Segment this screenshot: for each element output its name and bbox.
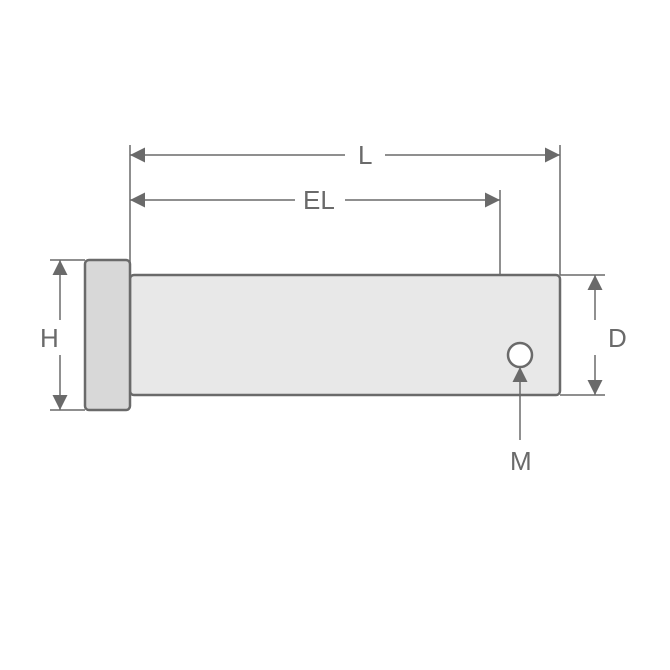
- label-EL: EL: [303, 185, 335, 215]
- pin-body: [130, 275, 560, 395]
- pin-hole: [508, 343, 532, 367]
- label-D: D: [608, 323, 627, 353]
- label-L: L: [358, 140, 372, 170]
- label-H: H: [40, 323, 59, 353]
- label-M: M: [510, 446, 532, 476]
- pin-head: [85, 260, 130, 410]
- clevis-pin-diagram: L EL H D M: [0, 0, 670, 670]
